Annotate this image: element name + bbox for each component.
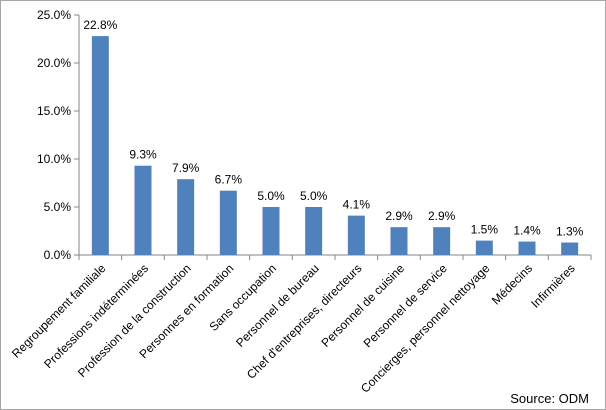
bar-value-label: 2.9% <box>428 209 456 223</box>
bar-value-label: 4.1% <box>343 198 371 212</box>
bar <box>219 190 237 255</box>
x-category-label: Personnel de bureau <box>233 261 322 350</box>
y-tick-label: 20.0% <box>37 56 71 70</box>
bar <box>177 179 195 255</box>
bar-value-label: 9.3% <box>129 148 157 162</box>
bar <box>518 241 536 255</box>
bar-value-label: 6.7% <box>215 173 243 187</box>
data-labels: 22.8% 9.3% 7.9% 6.7% 5.0% 5.0% 4.1% 2.9% 2.9% 1.5… <box>83 18 583 238</box>
bar <box>305 207 323 255</box>
y-tick-label: 25.0% <box>37 8 71 22</box>
y-tick-label: 10.0% <box>37 152 71 166</box>
bar-value-label: 5.0% <box>257 189 285 203</box>
bar <box>134 165 152 255</box>
bar <box>561 242 579 255</box>
bar-value-label: 1.4% <box>513 224 541 238</box>
bar-value-label: 1.5% <box>471 223 499 237</box>
bar <box>433 227 451 255</box>
y-tick-label: 5.0% <box>44 200 72 214</box>
bar-value-label: 2.9% <box>385 209 413 223</box>
bar <box>347 215 365 255</box>
bar <box>475 240 493 255</box>
bar <box>91 36 109 256</box>
x-category-label: Personnel de cuisine <box>318 261 407 350</box>
y-tick-label: 15.0% <box>37 104 71 118</box>
bar-value-label: 7.9% <box>172 161 200 175</box>
bar-value-label: 1.3% <box>556 225 584 239</box>
x-category-label: Personnel de service <box>361 261 450 350</box>
bar-value-label: 22.8% <box>83 18 117 32</box>
bar <box>390 227 408 255</box>
axes: 0.0% 5.0% 10.0% 15.0% 20.0% 25.0% <box>37 8 592 262</box>
y-tick-label: 0.0% <box>44 248 72 262</box>
x-category-label: Infirmières <box>528 261 578 311</box>
source-note: Source: ODM <box>510 391 589 406</box>
bar-value-label: 5.0% <box>300 189 328 203</box>
bars <box>91 36 579 256</box>
bar <box>262 207 280 255</box>
